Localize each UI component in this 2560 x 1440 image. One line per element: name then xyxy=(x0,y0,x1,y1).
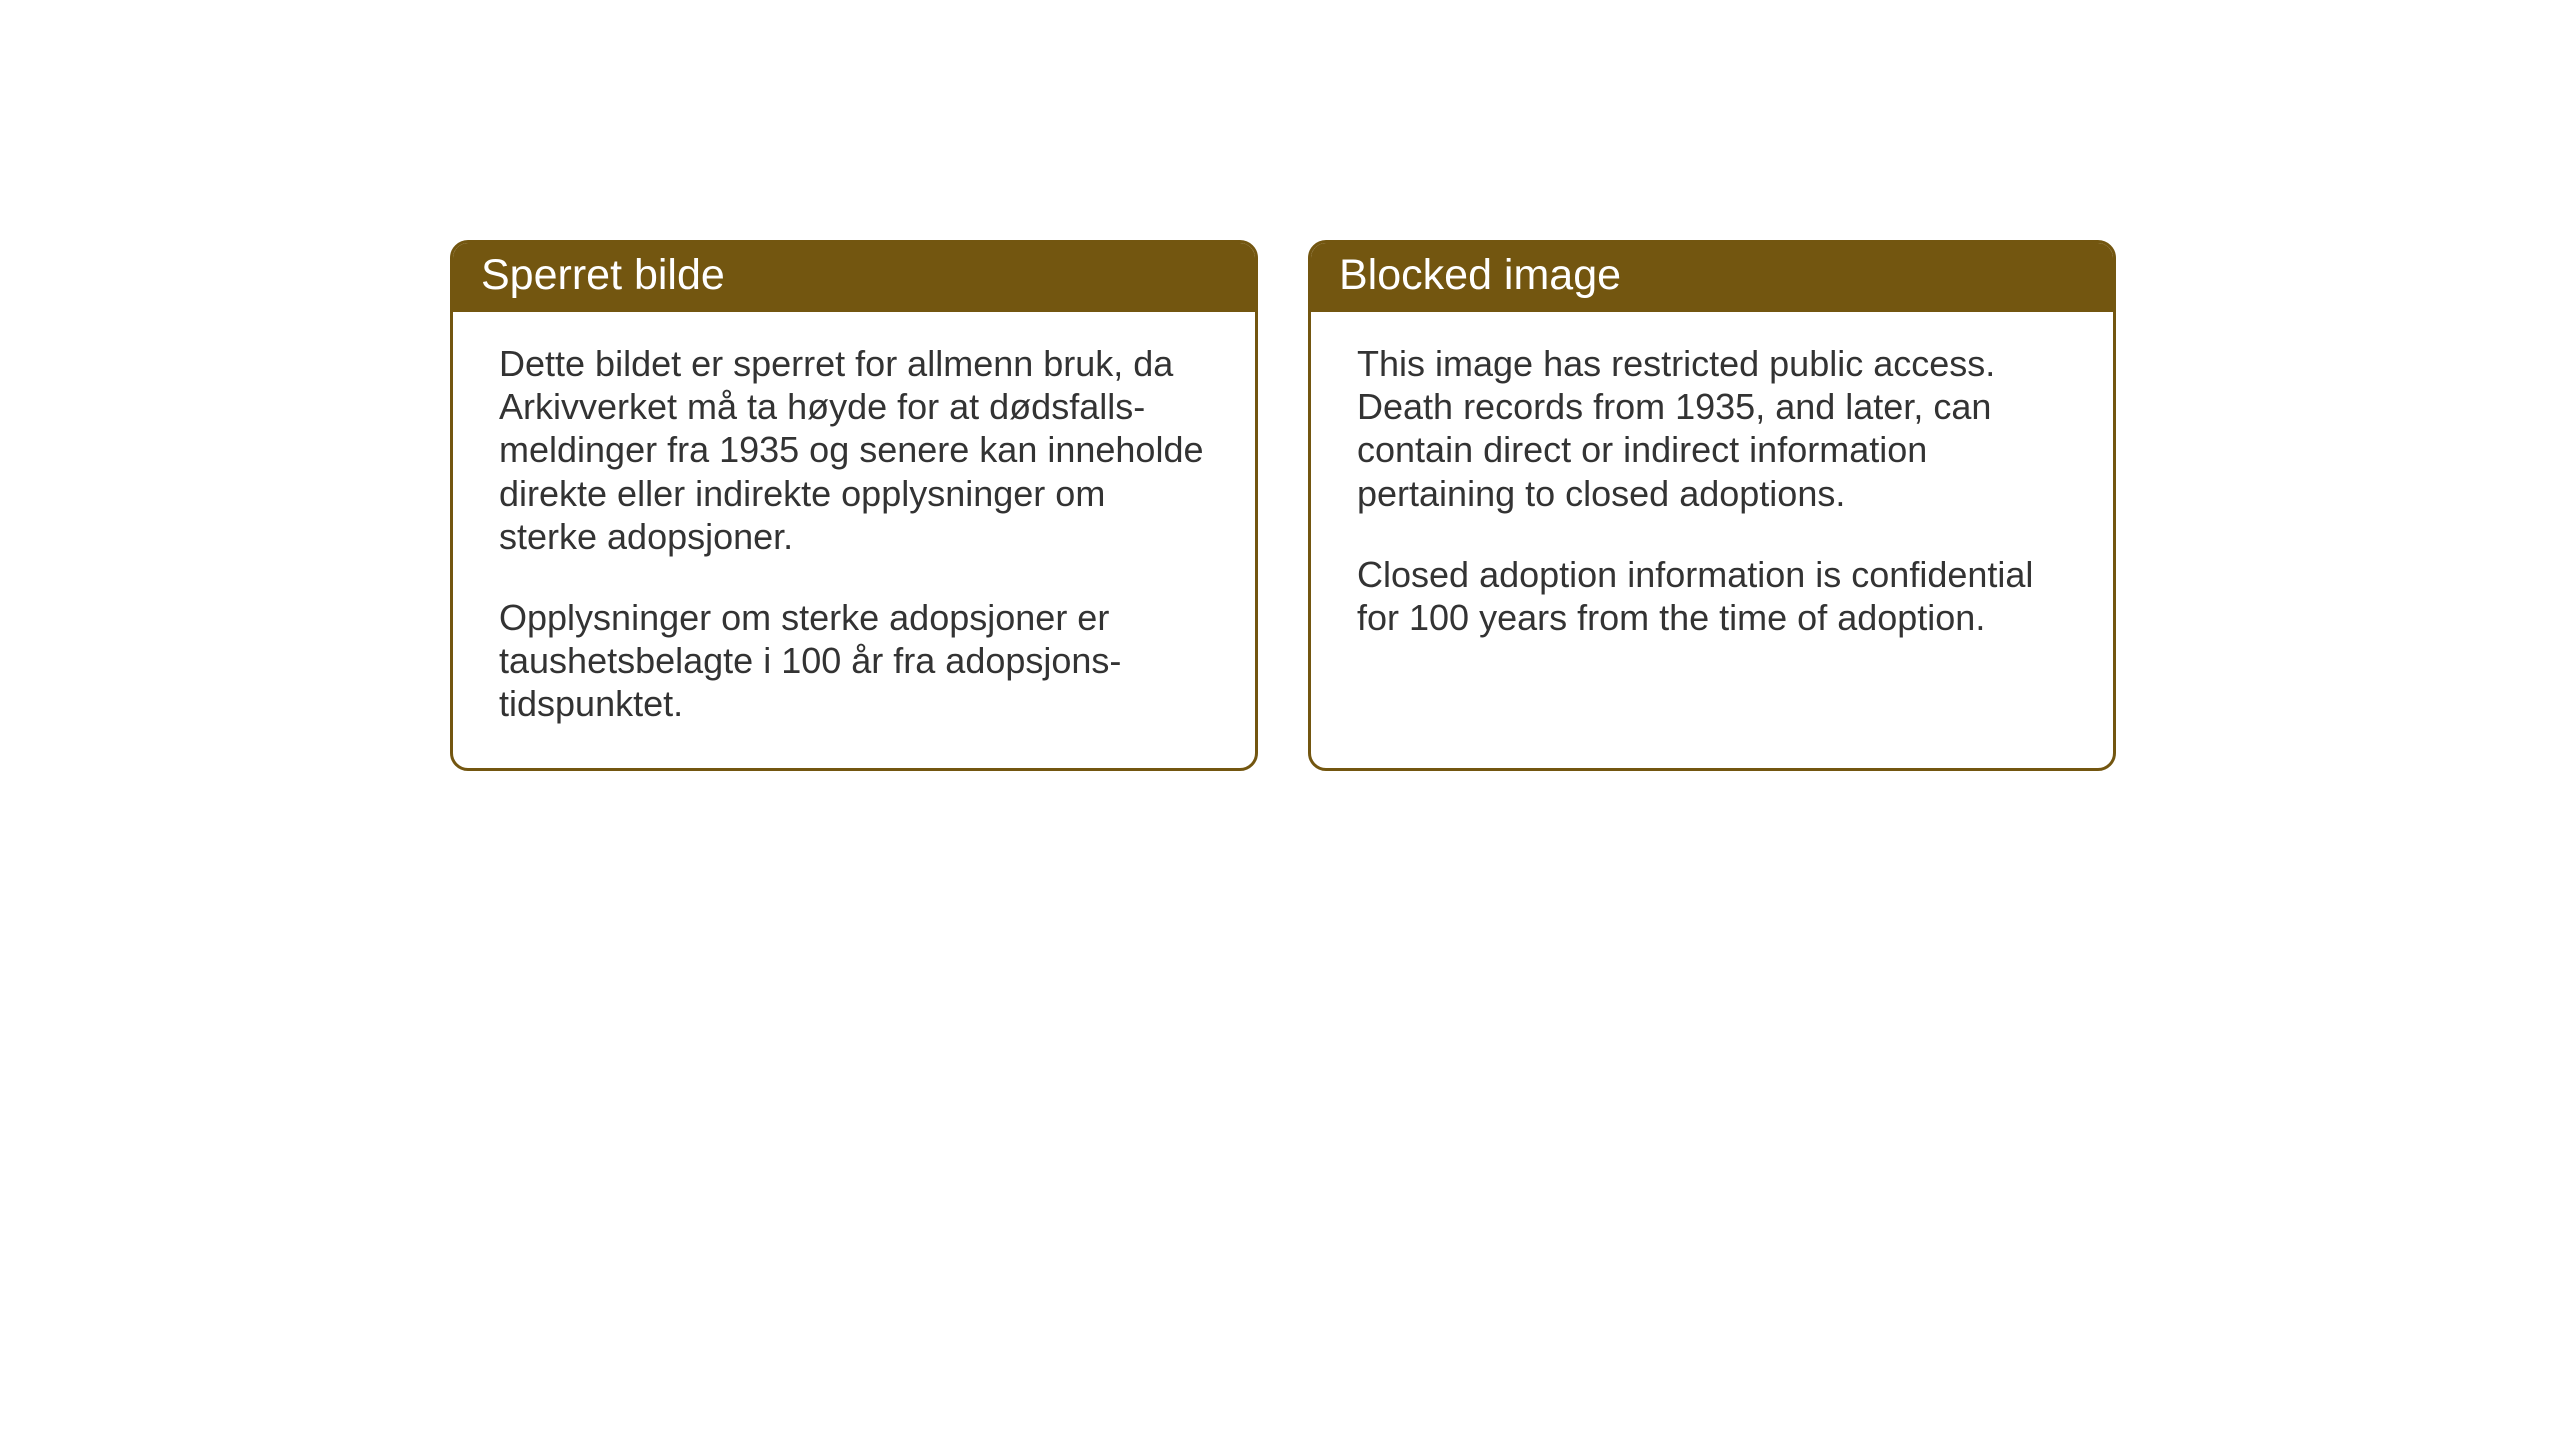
card-body: This image has restricted public access.… xyxy=(1311,312,2113,732)
card-paragraph: This image has restricted public access.… xyxy=(1357,342,2071,515)
card-paragraph: Opplysninger om sterke adopsjoner er tau… xyxy=(499,596,1213,726)
blocked-image-card-english: Blocked image This image has restricted … xyxy=(1308,240,2116,771)
card-body: Dette bildet er sperret for allmenn bruk… xyxy=(453,312,1255,768)
card-paragraph: Closed adoption information is confident… xyxy=(1357,553,2071,639)
cards-container: Sperret bilde Dette bildet er sperret fo… xyxy=(0,0,2560,771)
card-paragraph: Dette bildet er sperret for allmenn bruk… xyxy=(499,342,1213,558)
card-title: Sperret bilde xyxy=(481,251,725,299)
blocked-image-card-norwegian: Sperret bilde Dette bildet er sperret fo… xyxy=(450,240,1258,771)
card-header: Blocked image xyxy=(1311,243,2113,312)
card-title: Blocked image xyxy=(1339,251,1621,299)
card-header: Sperret bilde xyxy=(453,243,1255,312)
